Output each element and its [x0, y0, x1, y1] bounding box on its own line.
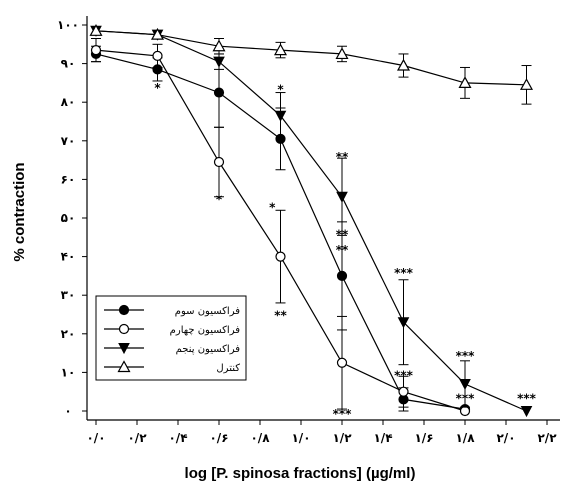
x-tick-label: ۰/۶: [209, 431, 228, 445]
significance-mark: *: [216, 193, 223, 207]
data-point: [398, 386, 409, 397]
data-point: [150, 27, 165, 40]
legend-marker: [118, 343, 130, 355]
y-tick-label: ۱۰۰: [57, 18, 79, 32]
x-tick-label: ۱/۴: [373, 431, 392, 445]
significance-mark: ***: [333, 407, 353, 421]
data-point: [336, 357, 348, 368]
significance-mark: *: [154, 81, 161, 95]
significance-mark: *: [277, 83, 284, 97]
y-tick-label: ۶۰: [61, 172, 76, 186]
y-tick-label: ۰: [64, 404, 71, 418]
data-point: [213, 87, 225, 98]
significance-mark: **: [336, 243, 349, 257]
x-tick-label: ۱/۰: [291, 431, 310, 445]
x-axis-label: log [P. spinosa fractions] (µg/ml): [185, 465, 416, 482]
y-tick-label: ۹۰: [61, 57, 76, 71]
legend-label: کنترل: [216, 363, 240, 374]
y-axis-label: % contraction: [11, 162, 28, 261]
significance-mark: **: [274, 309, 287, 323]
series-4: [89, 24, 534, 105]
data-point: [458, 76, 472, 89]
significance-mark: **: [336, 227, 349, 241]
data-point: [520, 406, 533, 418]
data-point: [90, 44, 102, 56]
y-tick-label: ۲۰: [61, 327, 76, 341]
significance-mark: ***: [394, 368, 414, 382]
x-tick-label: ۰/۴: [168, 431, 187, 445]
y-tick-label: ۵۰: [61, 211, 76, 225]
x-tick-label: ۰/۰: [86, 431, 105, 445]
legend-label: فراکسیون چهارم: [170, 325, 241, 336]
series-2: [90, 38, 471, 417]
y-tick-label: ۸۰: [61, 95, 76, 109]
y-tick-label: ۳۰: [61, 288, 76, 302]
data-point: [274, 110, 287, 122]
significance-mark: ***: [456, 391, 476, 405]
significance-mark: ***: [394, 266, 414, 280]
significance-mark: **: [336, 150, 349, 164]
x-tick-label: ۱/۲: [332, 431, 352, 445]
data-point: [335, 47, 349, 60]
x-tick-label: ۰/۲: [127, 431, 147, 445]
x-tick-label: ۲/۰: [496, 431, 515, 445]
legend-marker: [117, 360, 131, 373]
x-tick-label: ۱/۸: [455, 431, 475, 445]
legend-marker: [118, 304, 130, 316]
data-point: [275, 251, 286, 262]
significance-mark: ***: [517, 391, 537, 405]
data-point: [152, 50, 163, 61]
significance-annotations: *************************** ***: [154, 81, 536, 421]
significance-mark: ***: [456, 349, 476, 363]
legend-label: فراکسیون پنجم: [176, 344, 241, 355]
axes: [82, 16, 560, 425]
series-line: [95, 30, 527, 412]
legend-marker: [118, 323, 130, 335]
data-point: [213, 56, 225, 68]
data-point: [89, 24, 103, 36]
data-point: [212, 39, 226, 52]
x-tick-label: ۲/۲: [537, 431, 557, 445]
data-point: [336, 191, 348, 203]
y-tick-label: ۴۰: [61, 250, 76, 264]
series-layer: [89, 24, 534, 418]
data-point: [397, 317, 410, 329]
x-tick-label: ۰/۸: [250, 431, 270, 445]
y-tick-label: ۷۰: [61, 134, 76, 148]
data-point: [336, 270, 348, 281]
x-tick-label: ۱/۶: [414, 431, 433, 445]
data-point: [459, 378, 471, 391]
series-line: [95, 30, 527, 86]
series-3: [90, 25, 533, 418]
data-point: [273, 43, 288, 56]
significance-mark: *: [269, 200, 276, 214]
data-point: [396, 58, 411, 71]
legend-label: فراکسیون سوم: [175, 306, 240, 317]
legend: فراکسیون سوم فراکسیون چهارم فراکسیون پنجم ک…: [95, 295, 247, 381]
data-point: [519, 78, 534, 90]
tick-labels: ۰ ۱۰ ۲۰ ۳۰ ۴۰ ۵۰ ۶۰ ۷۰ ۸۰ ۹۰ ۱۰۰ ۰/۰ ۰/۲ ۰/۴ ۰/۶ ۰/۸ ۱/۰…: [57, 18, 557, 445]
data-point: [459, 405, 471, 417]
y-tick-label: ۱۰: [61, 365, 76, 379]
data-point: [213, 156, 225, 168]
